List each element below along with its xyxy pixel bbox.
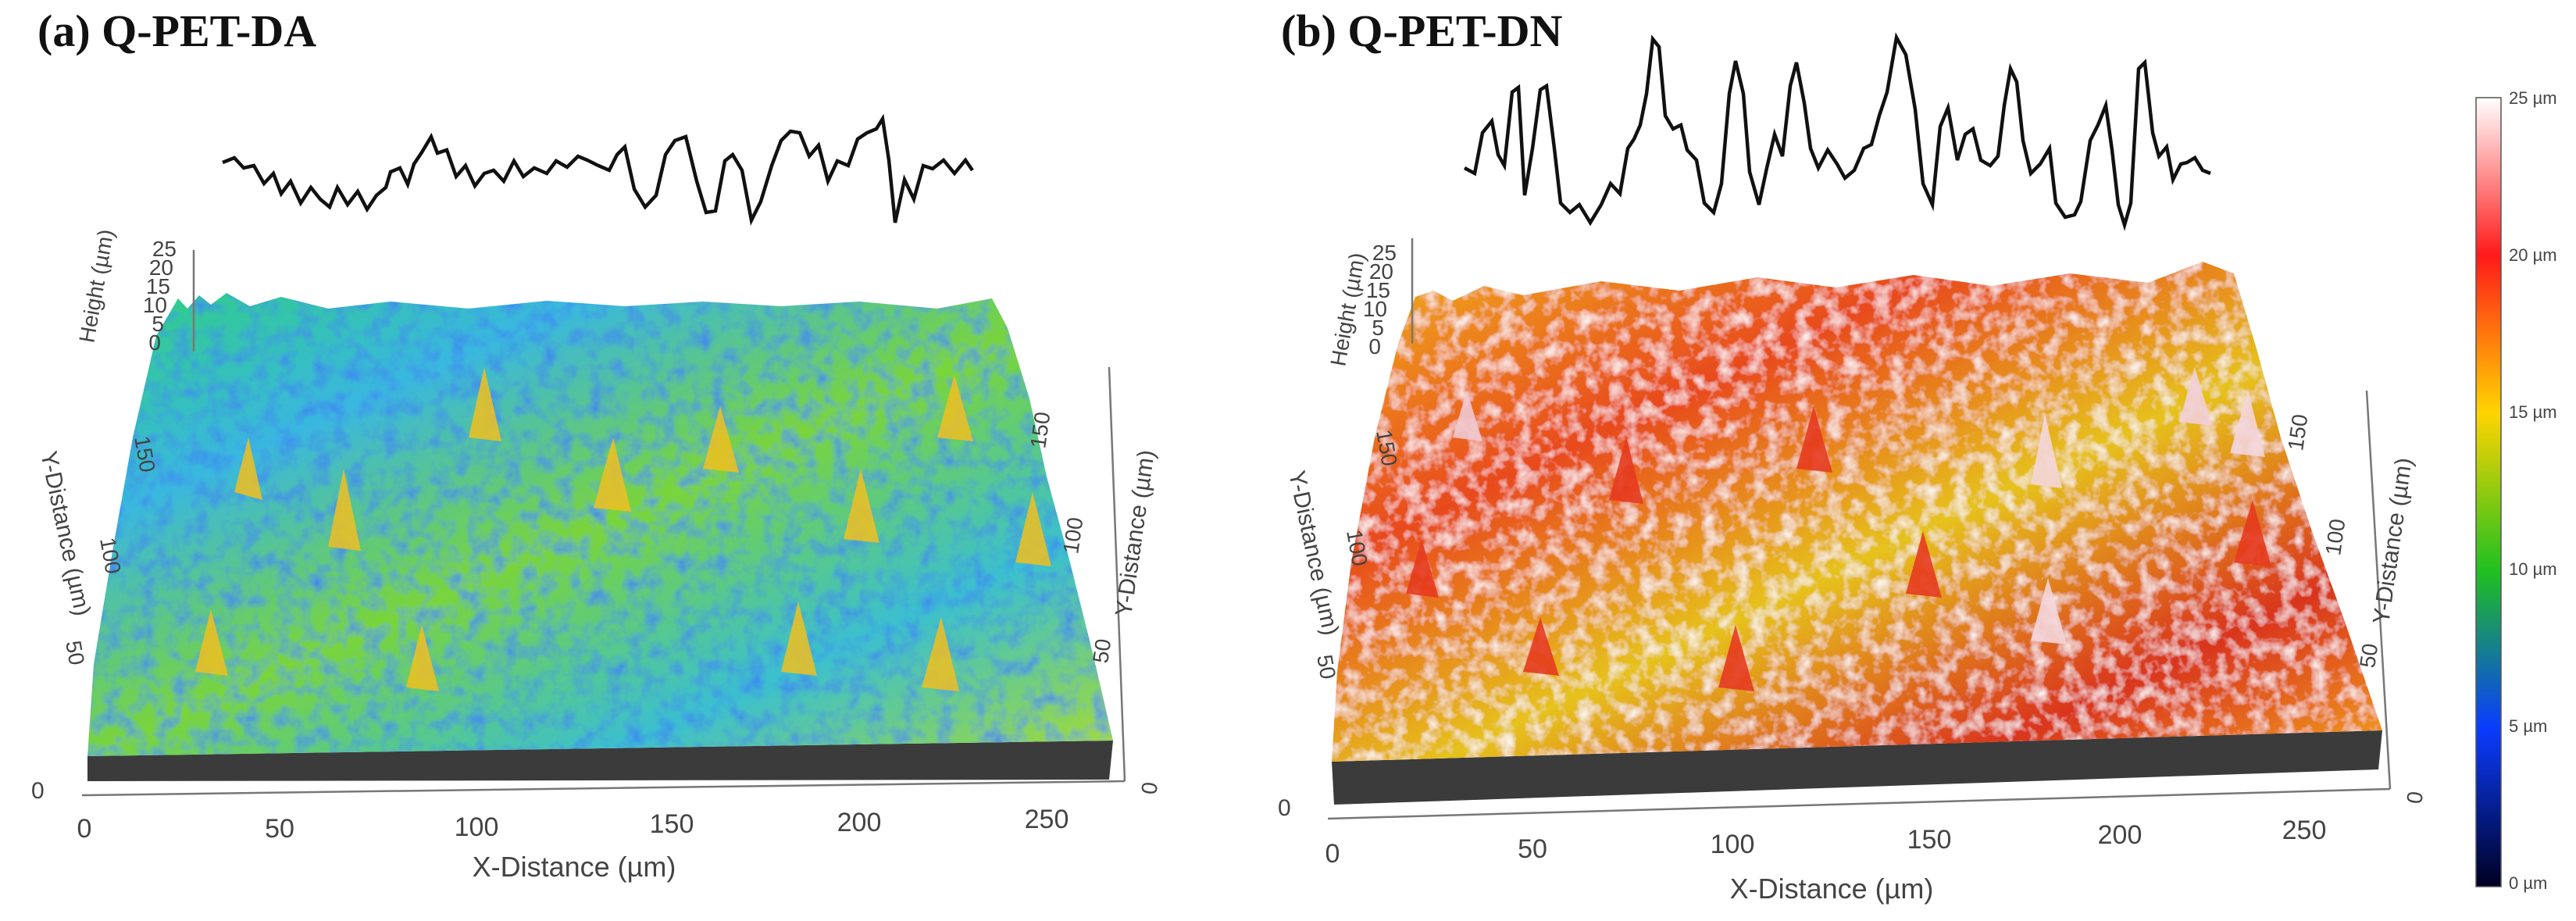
z-tick: 20 — [149, 255, 173, 280]
y-tick-right: 0 — [2402, 790, 2428, 805]
y-tick-right: 0 — [1136, 780, 1162, 796]
x-label-a: X-Distance (µm) — [473, 851, 676, 883]
colorbar-label: 20 µm — [2509, 245, 2557, 265]
surface-b — [1332, 262, 2382, 762]
y-tick-right: 50 — [1088, 637, 1115, 665]
x-label-b: X-Distance (µm) — [1730, 873, 1934, 905]
surface-a — [87, 293, 1113, 756]
colorbar-label: 0 µm — [2509, 873, 2547, 893]
profile-trace-b — [1463, 32, 2211, 231]
peaks-a — [195, 367, 1051, 691]
colorbar-scale — [2475, 97, 2502, 887]
colorbar-label: 25 µm — [2509, 88, 2557, 108]
colorbar: 25 µm 20 µm 15 µm 10 µm 5 µm 0 µm — [2475, 88, 2557, 893]
y-tick-right: 100 — [1058, 516, 1087, 555]
x-tick: 100 — [455, 812, 499, 842]
base-slab-b — [1332, 730, 2382, 805]
x-tick: 250 — [2282, 816, 2327, 845]
x-tick: 250 — [1025, 805, 1069, 834]
colorbar-label: 15 µm — [2509, 402, 2557, 422]
y-tick-right: 100 — [2321, 517, 2349, 557]
origin-label-a: 0 — [31, 778, 45, 804]
y-tick-left: 100 — [1342, 528, 1372, 568]
z-tick: 0 — [1368, 334, 1381, 359]
z-tick: 15 — [1366, 278, 1390, 302]
axes-b — [1327, 238, 2392, 820]
z-tick: 25 — [1372, 241, 1397, 265]
z-tick: 10 — [1363, 297, 1387, 321]
z-tick: 20 — [1369, 259, 1393, 284]
panel-a: Height (µm) 25 20 15 10 5 0 Y-Distance (… — [31, 113, 1162, 883]
x-tick: 200 — [2098, 820, 2143, 850]
z-tick: 10 — [143, 293, 167, 317]
panel-a-title: (a) Q-PET-DA — [37, 5, 317, 56]
y-tick-right: 150 — [1026, 410, 1054, 450]
y-tick-left: 50 — [1312, 653, 1340, 681]
x-tick: 50 — [265, 814, 294, 844]
colorbar-label: 5 µm — [2509, 716, 2547, 736]
panel-b-title: (b) Q-PET-DN — [1281, 5, 1563, 56]
z-tick: 25 — [152, 237, 177, 261]
y-label-right-a: Y-Distance (µm) — [1111, 448, 1160, 618]
y-label-left-b: Y-Distance (µm) — [1283, 469, 1343, 638]
x-tick: 150 — [650, 809, 694, 839]
x-tick: 100 — [1711, 830, 1755, 859]
origin-label-b: 0 — [1278, 795, 1291, 821]
y-tick-right: 50 — [2355, 642, 2382, 669]
panel-b: Height (µm) 25 20 15 10 5 0 Y-Distance (… — [1278, 32, 2428, 905]
base-slab-a — [87, 741, 1113, 781]
x-tick: 50 — [1518, 834, 1547, 864]
z-tick: 0 — [148, 330, 161, 355]
profile-trace-a — [222, 113, 974, 226]
y-tick-left: 50 — [61, 639, 89, 667]
y-label-left-a: Y-Distance (µm) — [35, 449, 95, 619]
y-tick-left: 100 — [95, 536, 126, 576]
z-tick: 15 — [146, 274, 170, 298]
z-tick: 5 — [152, 312, 164, 336]
y-tick-right: 150 — [2283, 412, 2312, 452]
x-tick: 0 — [77, 814, 92, 844]
x-tick: 150 — [1907, 825, 1952, 855]
x-tick: 200 — [837, 808, 882, 837]
axes-a — [81, 250, 1126, 797]
colorbar-label: 10 µm — [2509, 559, 2557, 579]
peaks-b — [1406, 367, 2271, 691]
z-tick: 5 — [1372, 316, 1384, 340]
x-tick: 0 — [1325, 839, 1340, 869]
z-label-a: Height (µm) — [74, 227, 118, 344]
